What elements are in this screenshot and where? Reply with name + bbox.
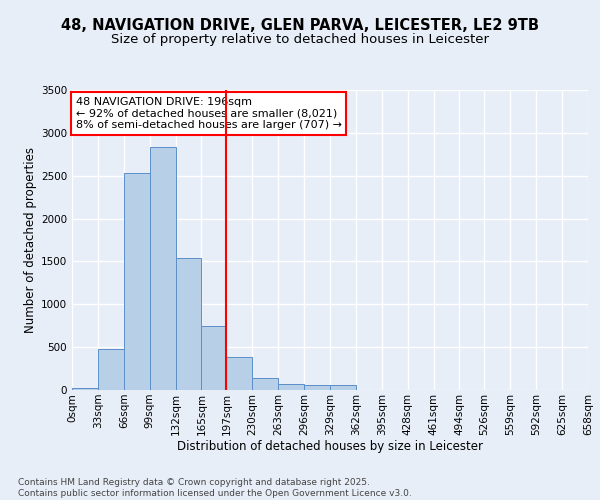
Bar (98, 349, 124, 390)
Bar (149, 146, 176, 390)
Text: 48 NAVIGATION DRIVE: 196sqm
← 92% of detached houses are smaller (8,021)
8% of s: 48 NAVIGATION DRIVE: 196sqm ← 92% of det… (76, 97, 342, 130)
Text: Contains HM Land Registry data © Crown copyright and database right 2025.
Contai: Contains HM Land Registry data © Crown c… (18, 478, 412, 498)
Bar (124, 173, 149, 390)
Bar (253, 378, 278, 390)
Bar (278, 384, 304, 390)
Bar (226, 356, 253, 390)
Bar (330, 386, 356, 390)
Text: Size of property relative to detached houses in Leicester: Size of property relative to detached ho… (111, 32, 489, 46)
Text: 48, NAVIGATION DRIVE, GLEN PARVA, LEICESTER, LE2 9TB: 48, NAVIGATION DRIVE, GLEN PARVA, LEICES… (61, 18, 539, 32)
Bar (202, 326, 226, 390)
Y-axis label: Number of detached properties: Number of detached properties (24, 147, 37, 333)
Bar (304, 386, 330, 390)
Bar (176, 258, 202, 390)
X-axis label: Distribution of detached houses by size in Leicester: Distribution of detached houses by size … (177, 440, 483, 454)
Bar (72, 388, 98, 390)
